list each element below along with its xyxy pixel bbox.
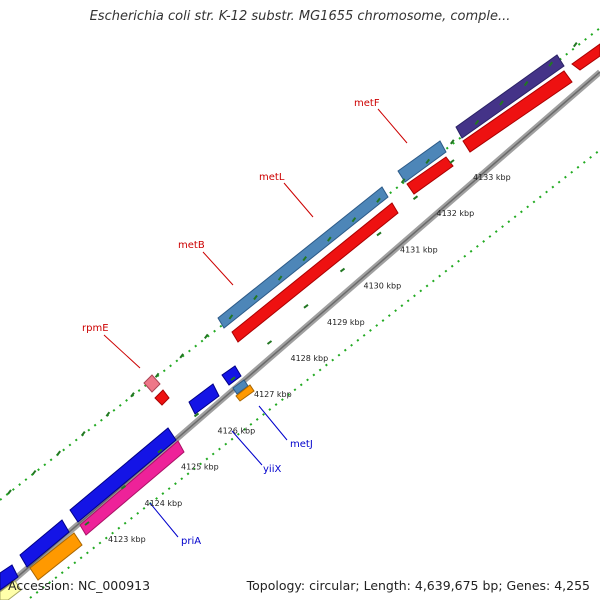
lower-genes (0, 365, 255, 600)
gene-lower-yellow (0, 580, 22, 600)
outer-tick-mark (105, 411, 111, 417)
callout-priA (149, 502, 179, 538)
tick-mark (266, 340, 273, 345)
gene-metJ-a (221, 365, 242, 386)
gene-label-rpmE: rpmE (82, 323, 109, 334)
gene-priA-blue (69, 427, 177, 523)
tick-label: 4124 kbp (145, 499, 183, 508)
tick-mark (303, 303, 309, 309)
tick-label: 4123 kbp (108, 535, 146, 544)
gene-metJ-c (235, 384, 255, 402)
tick-mark (412, 195, 419, 200)
gene-priA (79, 440, 185, 536)
gene-yiiX (188, 383, 220, 415)
tick-mark (449, 159, 455, 164)
outer-tick-mark (449, 139, 455, 145)
outer-tick-mark (351, 217, 357, 223)
gene-rpmE (143, 374, 161, 393)
tick-layer: 4123 kbp 4124 kbp 4125 kbp 4126 kbp 4127 kbp… (7, 42, 578, 544)
tick-label: 4128 kbp (291, 354, 329, 363)
tick-label: 4133 kbp (473, 173, 511, 182)
outer-tick-mark (56, 450, 62, 456)
outer-tick-mark (253, 294, 258, 301)
gene-metL-red (231, 202, 399, 343)
gene-labels: rpmE metB metL metF metJ yiiX priA (82, 98, 380, 547)
outer-tick-mark (228, 314, 234, 320)
outer-tick-mark (474, 119, 480, 126)
tick-label: 4126 kbp (218, 426, 256, 435)
outer-tick-mark (277, 275, 283, 281)
gene-metF-red2 (406, 156, 454, 195)
gene-metF-red (462, 70, 573, 153)
outer-tick-mark (154, 372, 160, 378)
outer-tick-mark (130, 392, 135, 398)
callouts (103, 108, 408, 538)
outer-tick-mark (302, 256, 308, 262)
gene-metF-blue (397, 140, 447, 183)
gene-label-metJ: metJ (290, 439, 313, 450)
tick-label: 4131 kbp (400, 245, 438, 254)
tick-label: 4132 kbp (437, 209, 475, 218)
callout-metF (377, 108, 408, 144)
outer-tick-mark (179, 353, 184, 359)
genome-summary: Topology: circular; Length: 4,639,675 bp… (246, 578, 590, 593)
outer-tick-mark (81, 431, 86, 437)
chromosome-backbone-shade (0, 71, 600, 593)
gene-metF (455, 54, 565, 139)
tick-mark (84, 521, 90, 526)
gene-rpmE-red (154, 389, 170, 406)
accession-label: Accession: NC_000913 (8, 578, 151, 593)
outer-tick-mark (376, 197, 381, 203)
gene-lower-blue-2 (19, 519, 70, 568)
gene-label-metL: metL (259, 172, 285, 183)
tick-label: 4129 kbp (327, 318, 365, 327)
tick-mark (376, 231, 382, 237)
outer-tick-mark (326, 236, 332, 242)
outer-tick-mark (499, 100, 504, 106)
outer-tick-mark (400, 178, 406, 184)
map-title: Escherichia coli str. K-12 substr. MG165… (89, 9, 511, 24)
outer-tick-mark (523, 80, 529, 87)
tick-mark (339, 267, 346, 273)
tick-mark (193, 412, 200, 418)
upper-genes (143, 43, 600, 406)
tick-label: 4130 kbp (364, 282, 402, 291)
gene-label-metB: metB (178, 240, 205, 251)
callout-metJ (258, 405, 288, 441)
gene-label-priA: priA (181, 536, 201, 547)
outer-tick-mark (204, 333, 209, 339)
gene-extra-red (571, 43, 600, 71)
tick-mark (157, 448, 163, 454)
outer-tick-mark (572, 42, 578, 48)
callout-metL (283, 182, 314, 218)
gene-lower-blue-3 (0, 564, 19, 591)
callout-rpmE (103, 334, 141, 369)
outer-tick-mark (548, 61, 554, 67)
callout-metB (202, 251, 234, 286)
outer-tick-mark (425, 158, 431, 164)
gene-label-yiiX: yiiX (263, 464, 281, 475)
gene-lower-orange (29, 532, 83, 581)
tick-mark (120, 484, 127, 490)
tick-label: 4127 kbp (254, 390, 292, 399)
gene-metL (217, 186, 389, 329)
tick-label: 4125 kbp (181, 463, 219, 472)
tick-mark (230, 376, 236, 382)
inner-tick-dots (29, 149, 600, 599)
outer-tick-mark (7, 489, 12, 495)
callout-yiiX (231, 430, 263, 466)
gene-label-metF: metF (354, 98, 380, 109)
outer-tick-mark (31, 469, 37, 476)
